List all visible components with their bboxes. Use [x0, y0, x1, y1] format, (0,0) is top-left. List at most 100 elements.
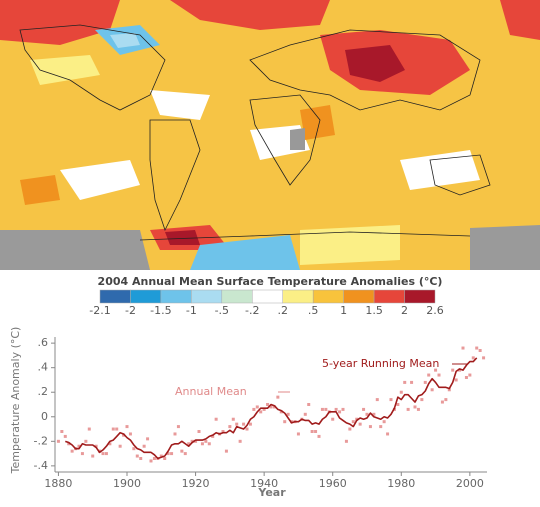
colorbar-segment [99, 289, 131, 304]
annual-point [77, 444, 81, 448]
annual-point [406, 407, 410, 411]
annual-point [423, 380, 427, 384]
annual-point [214, 417, 218, 421]
annual-point [67, 442, 71, 446]
annual-point [403, 380, 407, 384]
colorbar-segment [343, 289, 375, 304]
annual-point [399, 390, 403, 394]
annual-point [307, 403, 311, 406]
map-patch [290, 128, 305, 150]
annual-point [259, 410, 263, 414]
annual-point [279, 410, 283, 414]
annual-point [204, 439, 208, 443]
map-patch [300, 105, 335, 140]
map-patch [190, 235, 300, 270]
y-tick-label: -.4 [34, 459, 48, 472]
annual-point [375, 398, 379, 402]
annual-point [152, 457, 156, 460]
annual-point [142, 444, 146, 448]
annual-point [341, 407, 345, 411]
x-tick-label: 1920 [182, 477, 210, 490]
map-patch [0, 230, 150, 270]
map-patch [165, 230, 200, 245]
annual-point [101, 452, 105, 456]
x-axis-title: Year [257, 486, 286, 499]
annual-point [139, 457, 143, 460]
annual-point [430, 388, 434, 392]
annual-point [334, 407, 338, 411]
annual-point [211, 434, 215, 438]
map-patch [20, 175, 60, 205]
annual-point [63, 434, 67, 438]
annual-point [262, 407, 266, 411]
annual-point [118, 444, 122, 448]
annual-point [389, 398, 393, 402]
annual-point [382, 420, 386, 424]
annual-point [344, 439, 348, 443]
annual-point [84, 439, 88, 443]
colorbar-segment [282, 289, 314, 304]
annual-point [276, 395, 280, 399]
annual-point [314, 430, 318, 433]
annual-point [170, 452, 174, 456]
y-tick-label: .2 [38, 385, 49, 398]
colorbar-tick-label: -1 [186, 304, 197, 317]
annual-point [303, 412, 307, 416]
annual-point [269, 405, 273, 409]
annual-point [245, 427, 249, 431]
annual-point [444, 398, 448, 402]
annual-point [194, 439, 198, 443]
annual-point [396, 403, 400, 406]
colorbar-segment [252, 289, 283, 304]
annual-point [464, 376, 468, 379]
annual-point [132, 447, 136, 451]
annual-point [135, 454, 139, 458]
annual-point [468, 373, 472, 377]
annual-point [368, 425, 372, 429]
map-patch [0, 0, 120, 45]
colorbar-segment [404, 289, 436, 304]
annual-point [115, 427, 119, 431]
colorbar-tick-label: -2 [125, 304, 136, 317]
annual-point [320, 407, 324, 411]
annual-point [238, 439, 242, 443]
annual-point [255, 405, 259, 409]
colorbar-tick-label: 2 [401, 304, 408, 317]
annual-point [248, 422, 252, 426]
annual-point [286, 412, 290, 416]
colorbar-segment [373, 289, 405, 304]
annual-point [149, 459, 153, 463]
annual-point [451, 368, 455, 372]
colorbar-tick-label: .2 [277, 304, 288, 317]
annual-point [80, 452, 84, 456]
colorbar-segment [130, 289, 162, 304]
x-tick-label: 1880 [44, 477, 72, 490]
annual-point [420, 398, 424, 402]
map-patch [300, 225, 400, 265]
annual-point [122, 433, 126, 437]
annual-point [111, 427, 115, 431]
annual-point [413, 405, 417, 409]
map-patch [345, 45, 405, 82]
annual-point [125, 425, 129, 429]
colorbar-tick-label: -.2 [245, 304, 259, 317]
annual-point [338, 410, 342, 414]
x-tick-label: 2000 [456, 477, 484, 490]
annual-point [228, 425, 232, 429]
colorbar-segment [312, 289, 344, 304]
x-tick-label: 1980 [387, 477, 415, 490]
annual-point [180, 449, 184, 453]
y-tick-label: .6 [38, 336, 49, 349]
annual-point [207, 442, 211, 446]
annual-point [163, 457, 167, 460]
annual-point [427, 373, 431, 377]
colorbar-tick-label: .5 [308, 304, 319, 317]
running-mean-label: 5-year Running Mean [322, 357, 439, 370]
annual-point [224, 449, 228, 453]
annual-point [242, 422, 246, 426]
colorbar-tick-label: 2.6 [426, 304, 444, 317]
chart: -.4 -.2 0 .2 .4 .6 1880 1900 1920 1940 1960 1980 200… [34, 336, 487, 490]
annual-point [56, 439, 60, 443]
annual-point [166, 452, 170, 456]
